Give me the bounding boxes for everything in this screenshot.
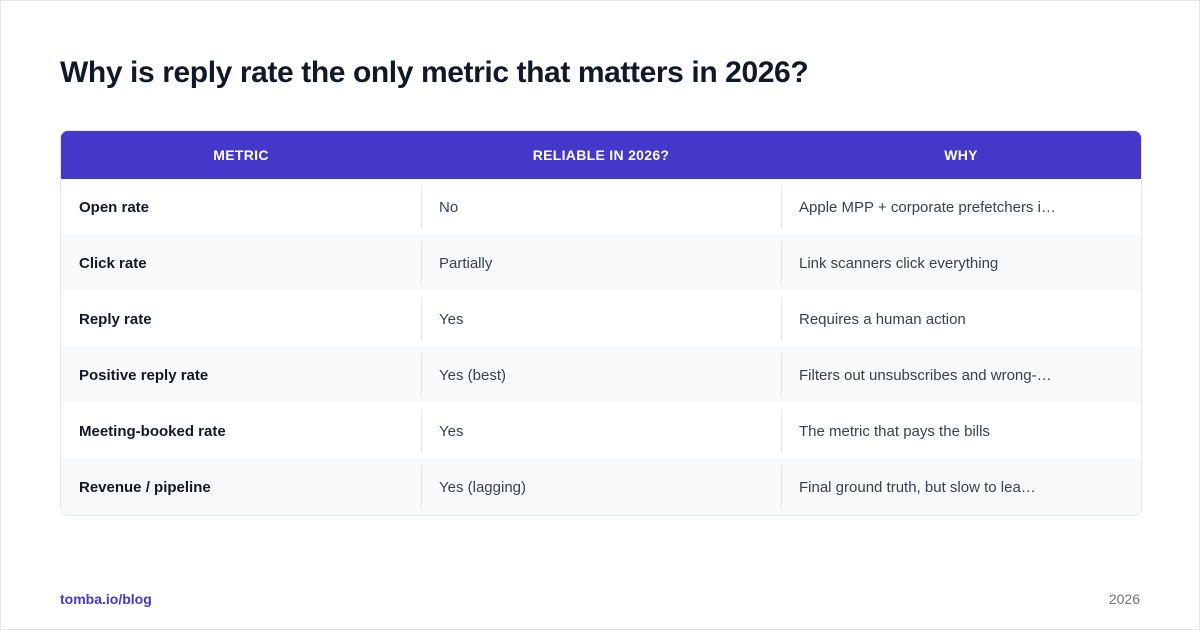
table-cell: Positive reply rate	[79, 366, 209, 384]
table-cell: Yes	[421, 291, 781, 347]
column-header: WHY	[944, 147, 978, 163]
table-row: Click rate Partially Link scanners click e…	[61, 235, 1141, 291]
table-row: Revenue / pipeline Yes (lagging) Final gro…	[61, 459, 1141, 515]
table-cell: Open rate	[79, 198, 150, 216]
table-cell: Reply rate	[79, 310, 152, 328]
table-cell: Yes (best)	[421, 347, 781, 403]
table-row: Reply rate Yes Requires a human action	[61, 291, 1141, 347]
table-row: Open rate No Apple MPP + corporate prefetc…	[61, 179, 1141, 235]
table-cell: Revenue / pipeline	[79, 478, 211, 496]
year: 2026	[1108, 591, 1140, 607]
table: METRIC RELIABLE IN 2026? WHY Open rate No Ap…	[60, 130, 1142, 516]
table-cell: Requires a human action	[781, 291, 1141, 347]
table-cell: The metric that pays the bills	[781, 403, 1141, 459]
title: Why is reply rate the only metric that m…	[60, 56, 809, 89]
table-cell: Filters out unsubscribes and wrong-…	[781, 347, 1141, 403]
column-header: RELIABLE IN 2026?	[532, 147, 670, 163]
table-row: Meeting-booked rate Yes The metric that pa…	[61, 403, 1141, 459]
table-cell: Final ground truth, but slow to lea…	[781, 459, 1141, 515]
header-row: METRIC RELIABLE IN 2026? WHY	[61, 131, 1141, 179]
table-cell: No	[421, 179, 781, 235]
table-cell: Yes (lagging)	[421, 459, 781, 515]
table-cell: Link scanners click everything	[781, 235, 1141, 291]
table-cell: Apple MPP + corporate prefetchers i…	[781, 179, 1141, 235]
table-cell: Meeting-booked rate	[79, 422, 226, 440]
source[interactable]: tomba.io/blog	[60, 591, 152, 607]
table-cell: Partially	[421, 235, 781, 291]
table-cell: Yes	[421, 403, 781, 459]
table-cell: Click rate	[79, 254, 147, 272]
column-header: METRIC	[213, 147, 269, 163]
table-row: Positive reply rate Yes (best) Filters out…	[61, 347, 1141, 403]
